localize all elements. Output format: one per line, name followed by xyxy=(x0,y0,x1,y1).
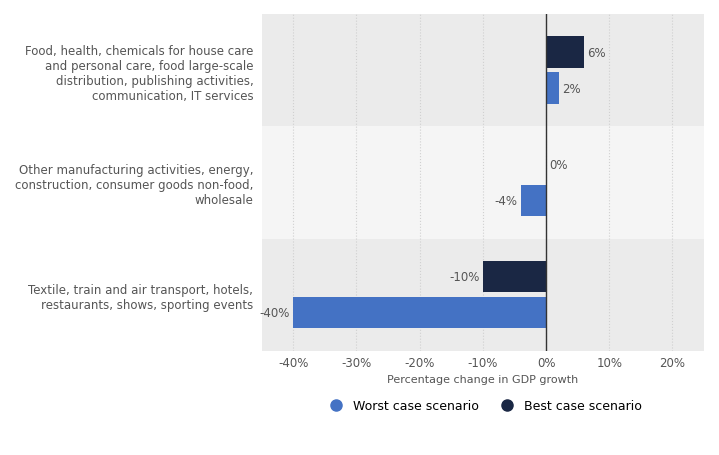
Text: -4%: -4% xyxy=(495,194,518,207)
Text: -40%: -40% xyxy=(260,306,290,319)
X-axis label: Percentage change in GDP growth: Percentage change in GDP growth xyxy=(388,374,579,384)
Bar xyxy=(262,127,704,239)
Bar xyxy=(546,37,584,69)
Bar xyxy=(546,73,559,105)
Bar xyxy=(293,297,546,329)
Legend: Worst case scenario, Best case scenario: Worst case scenario, Best case scenario xyxy=(317,393,649,419)
Bar xyxy=(262,239,704,351)
Text: 0%: 0% xyxy=(549,159,568,172)
Bar xyxy=(483,261,546,293)
Bar xyxy=(521,185,546,217)
Text: -10%: -10% xyxy=(449,271,480,283)
Text: 6%: 6% xyxy=(587,46,605,60)
Text: 2%: 2% xyxy=(562,82,580,96)
Bar xyxy=(262,15,704,127)
